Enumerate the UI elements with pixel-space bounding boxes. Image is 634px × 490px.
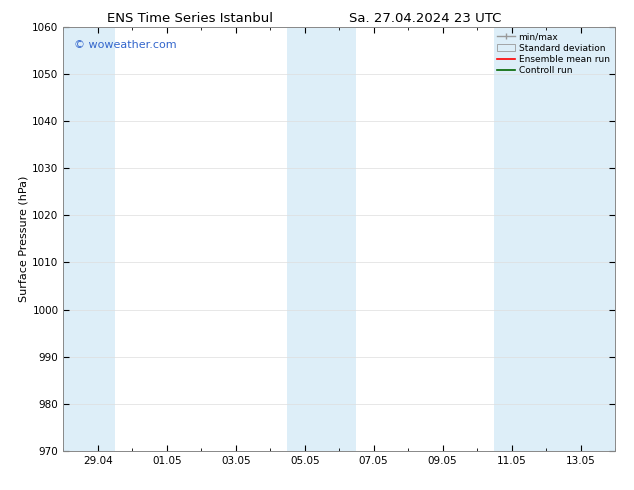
Text: Sa. 27.04.2024 23 UTC: Sa. 27.04.2024 23 UTC [349,12,501,25]
Bar [287,27,356,451]
Bar [63,27,115,451]
Text: © woweather.com: © woweather.com [74,40,177,49]
Text: ENS Time Series Istanbul: ENS Time Series Istanbul [107,12,273,25]
Y-axis label: Surface Pressure (hPa): Surface Pressure (hPa) [18,176,28,302]
Legend: min/max, Standard deviation, Ensemble mean run, Controll run: min/max, Standard deviation, Ensemble me… [493,29,613,79]
Bar [495,27,615,451]
